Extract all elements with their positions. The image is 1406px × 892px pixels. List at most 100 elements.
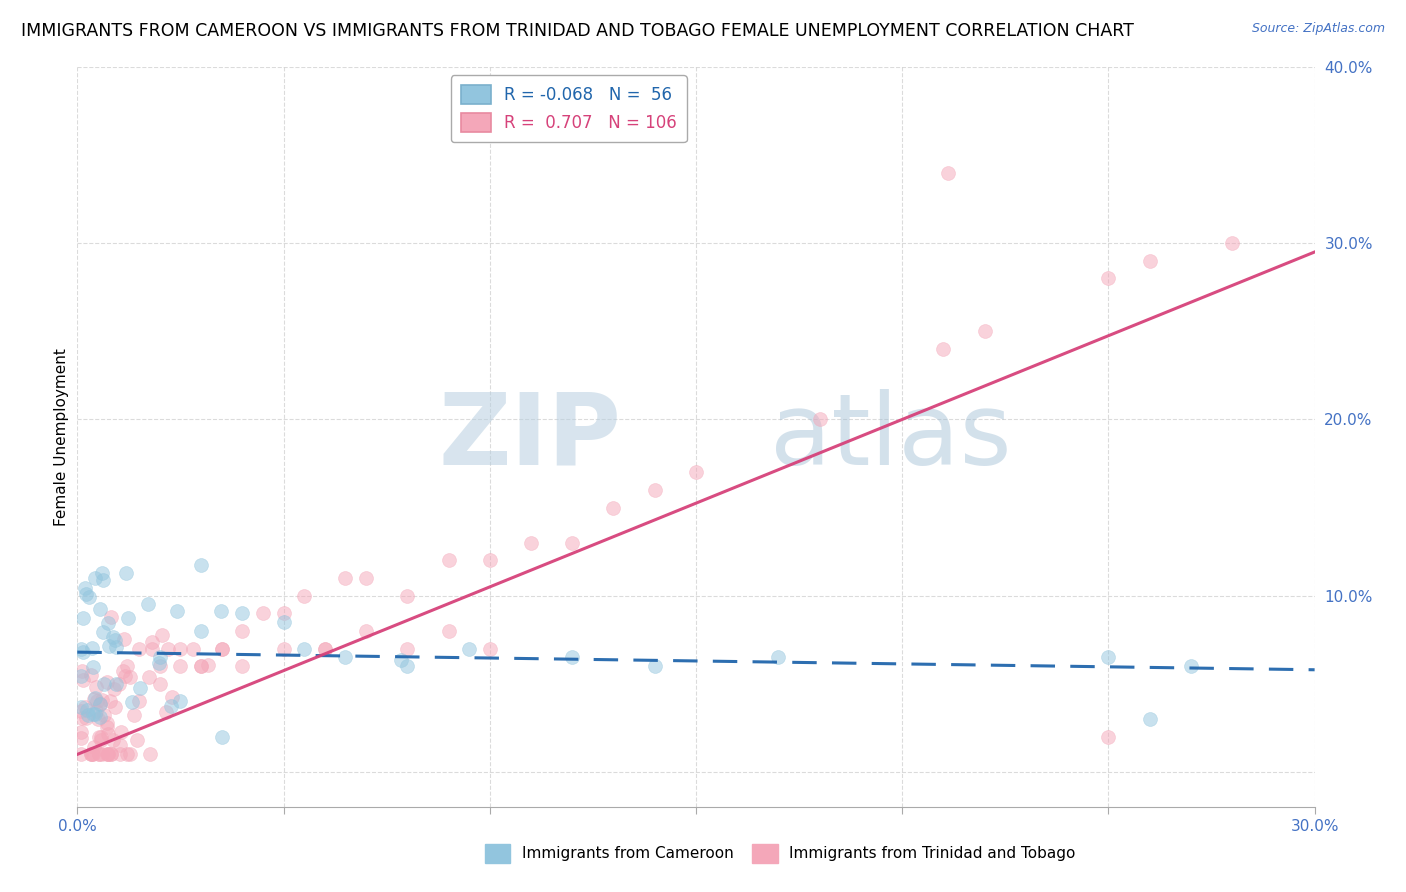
Point [111, 664, 134, 678]
Text: atlas: atlas [770, 389, 1012, 485]
Point [155, 705, 177, 719]
Point [70, 641, 93, 656]
Point [129, 681, 152, 695]
Point [169, 659, 191, 673]
Point [75, 586, 97, 600]
Point [82, 707, 104, 722]
Point [169, 694, 191, 708]
Point [389, 653, 412, 667]
Point [148, 657, 170, 671]
Point [128, 694, 150, 708]
Point [273, 641, 295, 656]
Point [72, 665, 94, 679]
Point [136, 597, 159, 611]
Point [181, 641, 204, 656]
Point [70, 699, 93, 714]
Point [90, 733, 112, 747]
Point [91, 625, 114, 640]
Point [354, 624, 377, 638]
Point [127, 732, 149, 747]
Point [396, 659, 419, 673]
Point [82, 747, 104, 762]
Point [602, 500, 624, 515]
Point [209, 603, 232, 617]
Point [644, 659, 666, 673]
Point [97, 747, 120, 762]
Point [157, 641, 180, 656]
Point [190, 624, 212, 638]
Point [122, 708, 145, 723]
Point [70, 731, 93, 745]
Point [121, 695, 143, 709]
Text: Immigrants from Trinidad and Tobago: Immigrants from Trinidad and Tobago [789, 847, 1076, 861]
Point [108, 747, 131, 762]
Point [141, 635, 163, 649]
Point [70, 669, 93, 683]
Point [89, 601, 111, 615]
Point [314, 641, 336, 656]
Point [561, 536, 583, 550]
Point [72, 711, 94, 725]
Point [103, 732, 125, 747]
Point [211, 730, 233, 744]
Point [104, 677, 127, 691]
Point [107, 677, 129, 691]
Point [1180, 659, 1202, 673]
Point [80, 641, 103, 656]
Point [96, 716, 118, 731]
Point [478, 641, 501, 656]
Point [97, 616, 120, 631]
Point [84, 680, 107, 694]
Point [89, 731, 111, 745]
Point [72, 610, 94, 624]
Point [97, 747, 120, 762]
Point [160, 699, 183, 714]
Point [72, 673, 94, 687]
Point [118, 670, 141, 684]
Point [252, 607, 274, 621]
Point [104, 699, 127, 714]
Point [100, 747, 122, 762]
Legend: R = -0.068   N =  56, R =  0.707   N = 106: R = -0.068 N = 56, R = 0.707 N = 106 [451, 75, 686, 142]
Point [149, 677, 172, 691]
Point [89, 697, 111, 711]
Point [561, 650, 583, 665]
Point [73, 582, 96, 596]
Point [115, 747, 138, 762]
Point [80, 667, 103, 681]
Point [190, 558, 212, 572]
Point [169, 641, 191, 656]
Point [354, 571, 377, 585]
Point [197, 658, 219, 673]
Point [96, 747, 118, 762]
Point [89, 697, 111, 711]
Point [86, 694, 108, 708]
Point [70, 704, 93, 718]
Point [166, 604, 188, 618]
Point [478, 553, 501, 567]
Point [231, 659, 253, 673]
Point [1139, 253, 1161, 268]
Point [458, 641, 481, 656]
Point [112, 632, 135, 647]
Point [973, 324, 995, 338]
Point [103, 682, 125, 697]
Point [82, 660, 104, 674]
Point [84, 691, 107, 706]
Point [149, 650, 172, 665]
Point [768, 650, 790, 665]
Point [87, 712, 110, 726]
Point [100, 747, 122, 762]
Point [128, 641, 150, 656]
Point [90, 566, 112, 580]
Point [273, 615, 295, 630]
Point [118, 747, 141, 762]
Point [91, 747, 114, 762]
Point [644, 483, 666, 497]
Text: IMMIGRANTS FROM CAMEROON VS IMMIGRANTS FROM TRINIDAD AND TOBAGO FEMALE UNEMPLOYM: IMMIGRANTS FROM CAMEROON VS IMMIGRANTS F… [21, 22, 1135, 40]
Point [73, 699, 96, 714]
Point [87, 747, 110, 762]
Point [114, 566, 136, 581]
Point [292, 641, 315, 656]
Point [115, 659, 138, 673]
